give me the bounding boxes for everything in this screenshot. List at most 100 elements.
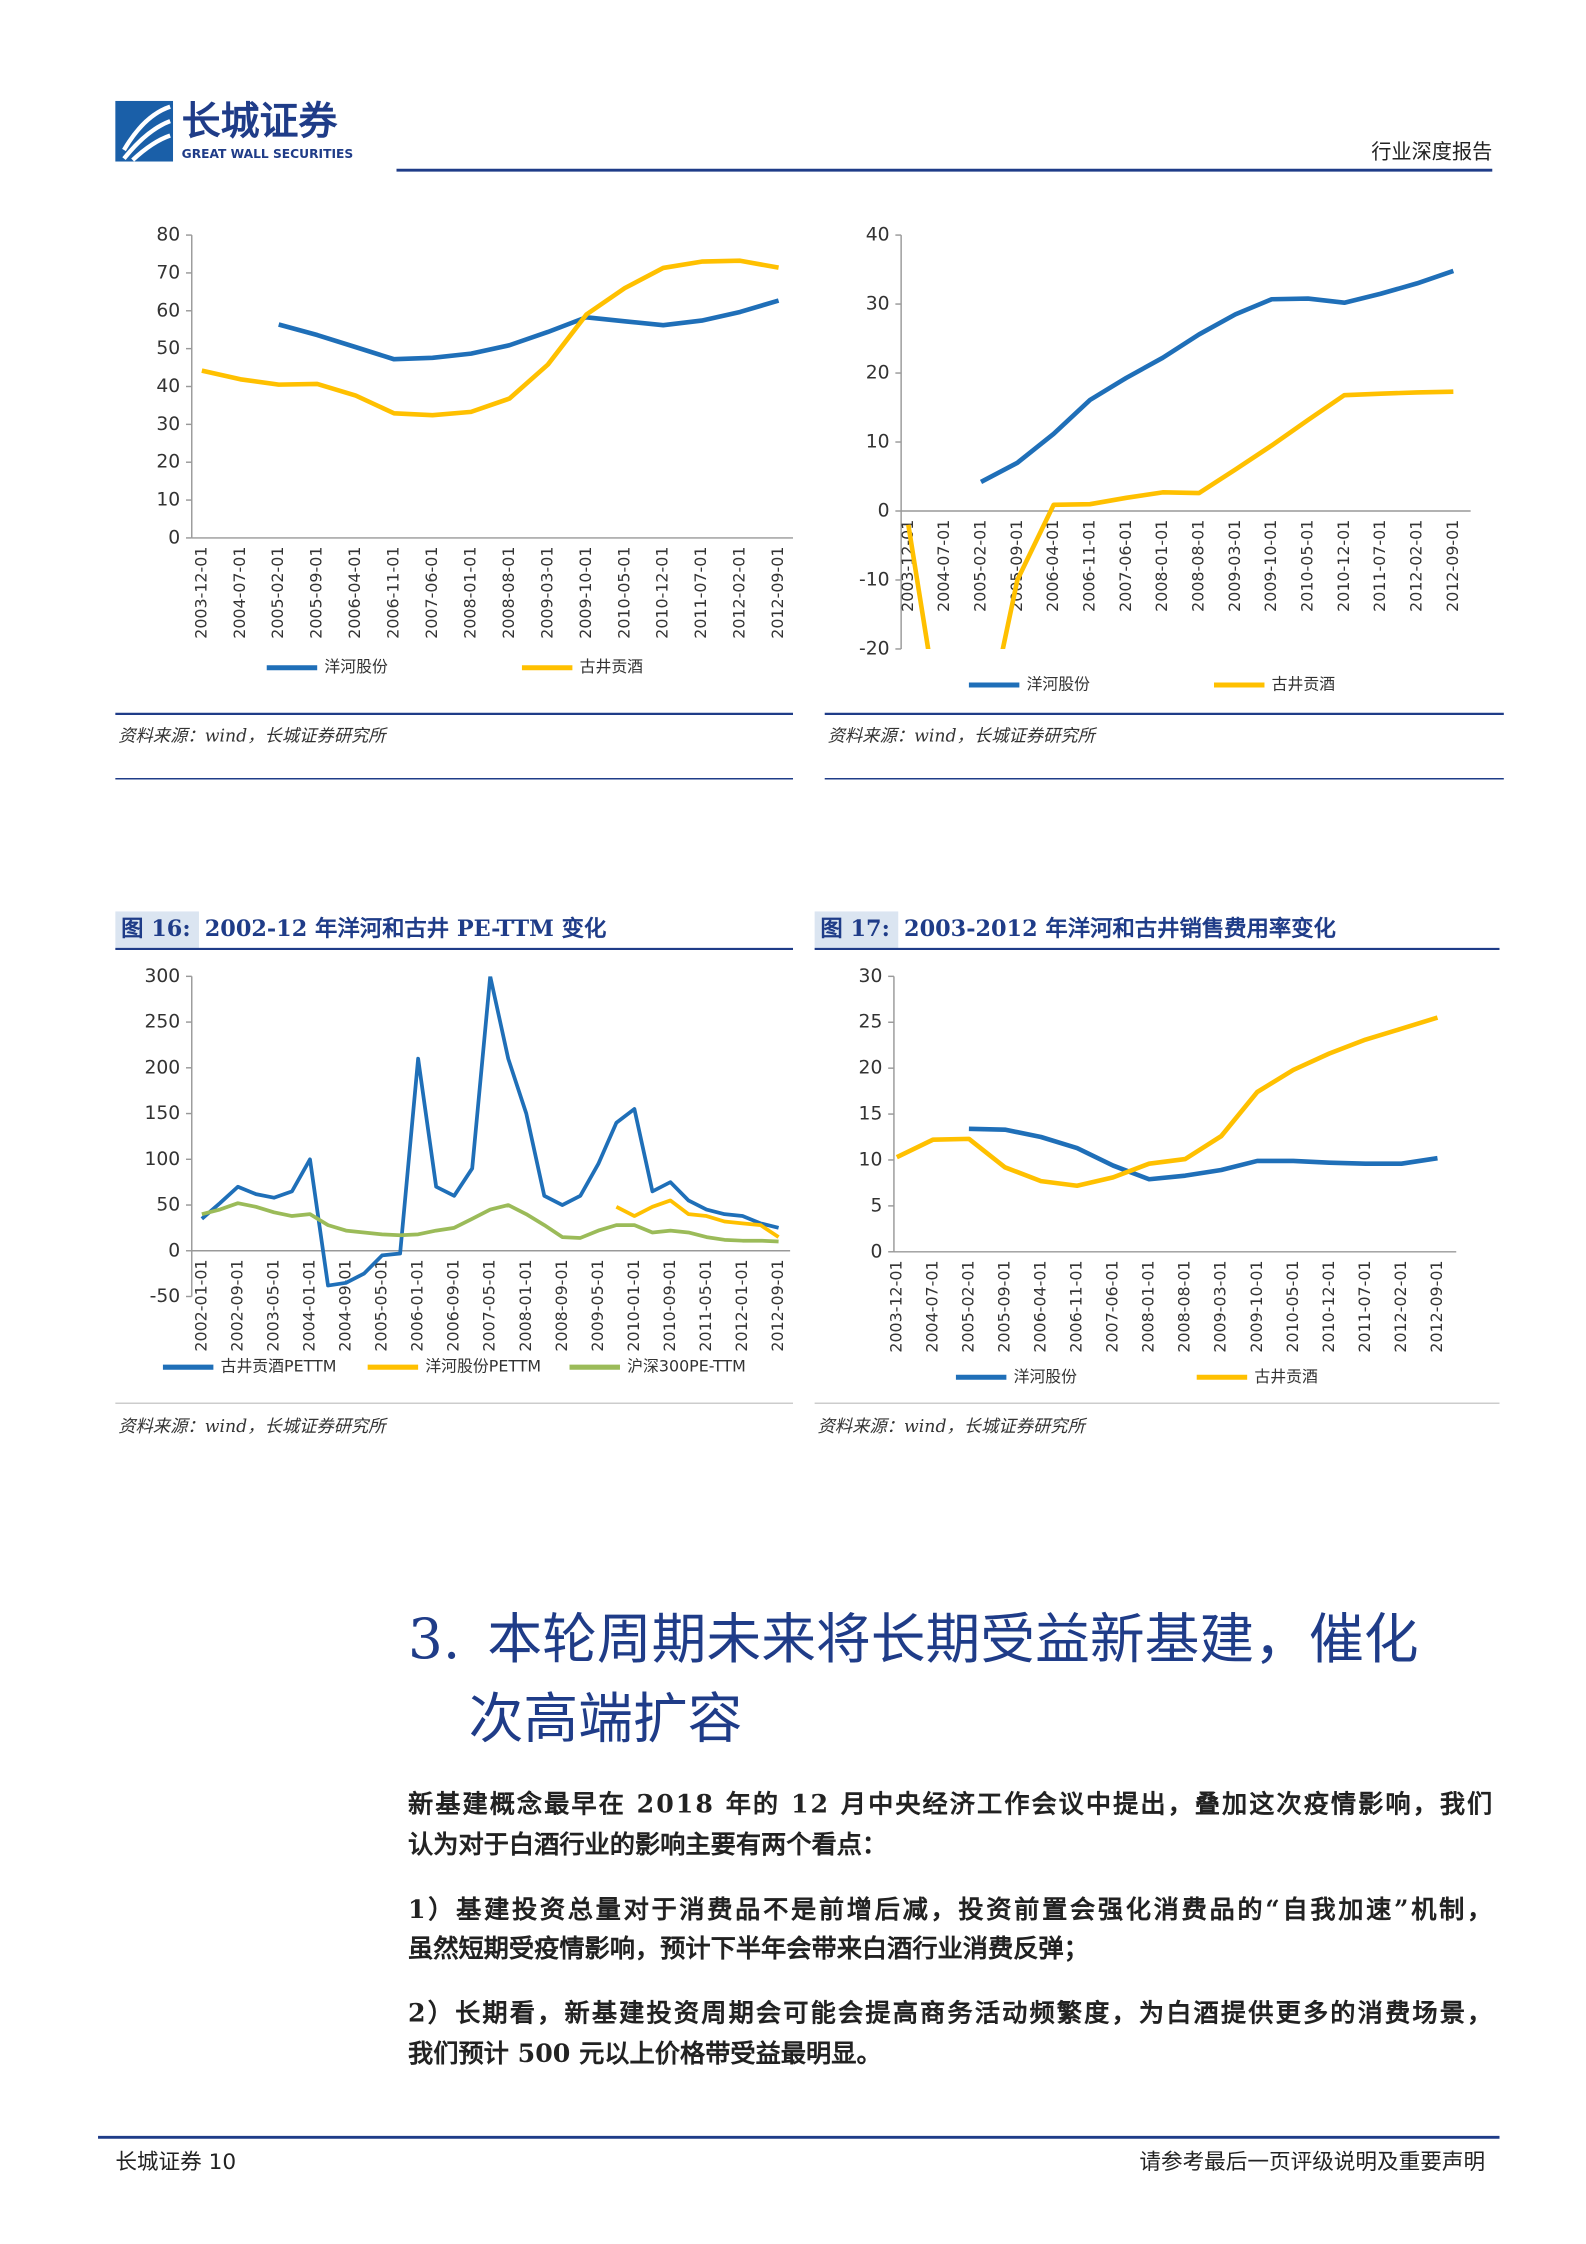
x-tick-label: 2005-05-01 [372,1259,391,1351]
y-tick-label: 10 [866,432,890,453]
y-tick-label: 20 [156,452,180,473]
y-tick-label: 20 [866,363,890,384]
y-tick-label: 150 [144,1103,180,1124]
x-tick-label: 2007-06-01 [1116,520,1135,612]
x-tick-label: 2008-01-01 [1139,1260,1158,1352]
x-tick-label: 2009-03-01 [1225,520,1244,612]
data-line [968,1126,1438,1182]
x-tick-label: 2007-05-01 [480,1259,499,1351]
source-note: 资料来源：wind，长城证券研究所 [118,726,388,746]
x-tick-label: 2009-10-01 [1261,520,1280,612]
x-tick-label: 2008-09-01 [552,1259,571,1351]
source-note: 资料来源：wind，长城证券研究所 [118,1417,388,1437]
legend-label: 古井贡酒PETTM [221,1357,337,1376]
figure-label-bg [115,911,199,949]
paragraph-line: 1）基建投资总量对于消费品不是前增后减，投资前置会强化消费品的“自我加速”机制， [408,1894,1492,1924]
x-tick-label: 2012-02-01 [1407,520,1426,612]
x-tick-label: 2003-05-01 [263,1259,282,1351]
section-title: 次高端扩容 [469,1686,743,1750]
y-tick-label: 20 [859,1058,883,1079]
y-tick-label: 80 [156,225,180,246]
x-tick-label: 2005-02-01 [971,520,990,612]
x-tick-label: 2007-06-01 [1103,1260,1122,1352]
paragraph-line: 我们预计 500 元以上价格带受益最明显。 [408,2038,882,2068]
x-tick-label: 2004-01-01 [299,1259,318,1351]
x-tick-label: 2010-05-01 [614,547,633,639]
x-tick-label: 2012-09-01 [768,547,787,639]
x-tick-label: 2012-02-01 [1391,1260,1410,1352]
x-tick-label: 2010-05-01 [1283,1260,1302,1352]
y-tick-label: 0 [168,1240,180,1261]
x-tick-label: 2012-01-01 [732,1259,751,1351]
data-line [615,1198,780,1239]
y-tick-label: -20 [859,638,890,659]
y-tick-label: -10 [859,569,890,590]
paragraph-line: 虽然短期受疫情影响，预计下半年会带来白酒行业消费反弹； [408,1933,1089,1963]
source-note: 资料来源：wind，长城证券研究所 [828,726,1098,746]
x-tick-label: 2010-12-01 [653,547,672,639]
x-tick-label: 2009-05-01 [588,1259,607,1351]
x-tick-label: 2005-09-01 [1007,520,1026,612]
legend-label: 洋河股份PETTM [425,1357,541,1376]
x-tick-label: 2006-04-01 [345,547,364,639]
x-tick-label: 2008-01-01 [460,547,479,639]
x-tick-label: 2006-11-01 [1067,1260,1086,1352]
figure-label: 图 17: [820,916,889,942]
x-tick-label: 2011-07-01 [1370,520,1389,612]
x-tick-label: 2011-07-01 [691,547,710,639]
y-tick-label: 50 [156,338,180,359]
y-tick-label: 15 [859,1104,883,1125]
legend-label: 古井贡酒 [1272,675,1336,694]
y-tick-label: 30 [156,414,180,435]
data-line [979,268,1455,485]
report-type: 行业深度报告 [1371,139,1492,163]
x-tick-label: 2002-09-01 [227,1259,246,1351]
y-tick-label: 200 [144,1057,180,1078]
footer-left: 长城证券 10 [115,2150,236,2175]
x-tick-label: 2006-11-01 [1080,520,1099,612]
section-title: 本轮周期未来将长期受益新基建，催化 [487,1607,1418,1671]
x-tick-label: 2012-09-01 [1427,1260,1446,1352]
x-tick-label: 2010-09-01 [660,1259,679,1351]
footer-right: 请参考最后一页评级说明及重要声明 [1139,2150,1485,2175]
y-tick-label: 0 [878,501,890,522]
x-tick-label: 2006-09-01 [444,1259,463,1351]
figure-label-bg [814,911,899,949]
x-tick-label: 2012-09-01 [768,1259,787,1351]
y-tick-label: 30 [859,966,883,987]
section-number: 3. [408,1607,460,1671]
x-tick-label: 2012-09-01 [1443,520,1462,612]
y-tick-label: 60 [156,300,180,321]
x-tick-label: 2006-01-01 [408,1259,427,1351]
y-tick-label: 5 [870,1195,882,1216]
x-tick-label: 2006-04-01 [1043,520,1062,612]
y-tick-label: 40 [866,225,890,246]
figure-label: 图 16: [121,916,190,942]
data-line [200,976,780,1288]
x-tick-label: 2004-07-01 [922,1260,941,1352]
x-tick-label: 2009-10-01 [1247,1260,1266,1352]
x-tick-label: 2010-12-01 [1319,1260,1338,1352]
x-tick-label: 2008-08-01 [499,547,518,639]
figure-title: 2003-2012 年洋河和古井销售费用率变化 [904,915,1336,942]
x-tick-label: 2009-03-01 [537,547,556,639]
x-tick-label: 2006-04-01 [1030,1260,1049,1352]
data-line [895,1015,1439,1189]
x-tick-label: 2008-01-01 [516,1259,535,1351]
x-tick-label: 2011-07-01 [1355,1260,1374,1352]
y-tick-label: 10 [859,1149,883,1170]
x-tick-label: 2004-09-01 [336,1259,355,1351]
source-note: 资料来源：wind，长城证券研究所 [818,1417,1088,1437]
x-tick-label: 2005-02-01 [268,547,287,639]
legend-label: 洋河股份 [324,657,388,676]
y-tick-label: 25 [859,1012,883,1033]
legend-label: 古井贡酒 [580,657,644,676]
data-line [201,258,779,418]
x-tick-label: 2002-01-01 [191,1259,210,1351]
x-tick-label: 2010-01-01 [624,1259,643,1351]
x-tick-label: 2008-01-01 [1152,520,1171,612]
x-tick-label: 2011-05-01 [696,1259,715,1351]
y-tick-label: 0 [870,1241,882,1262]
